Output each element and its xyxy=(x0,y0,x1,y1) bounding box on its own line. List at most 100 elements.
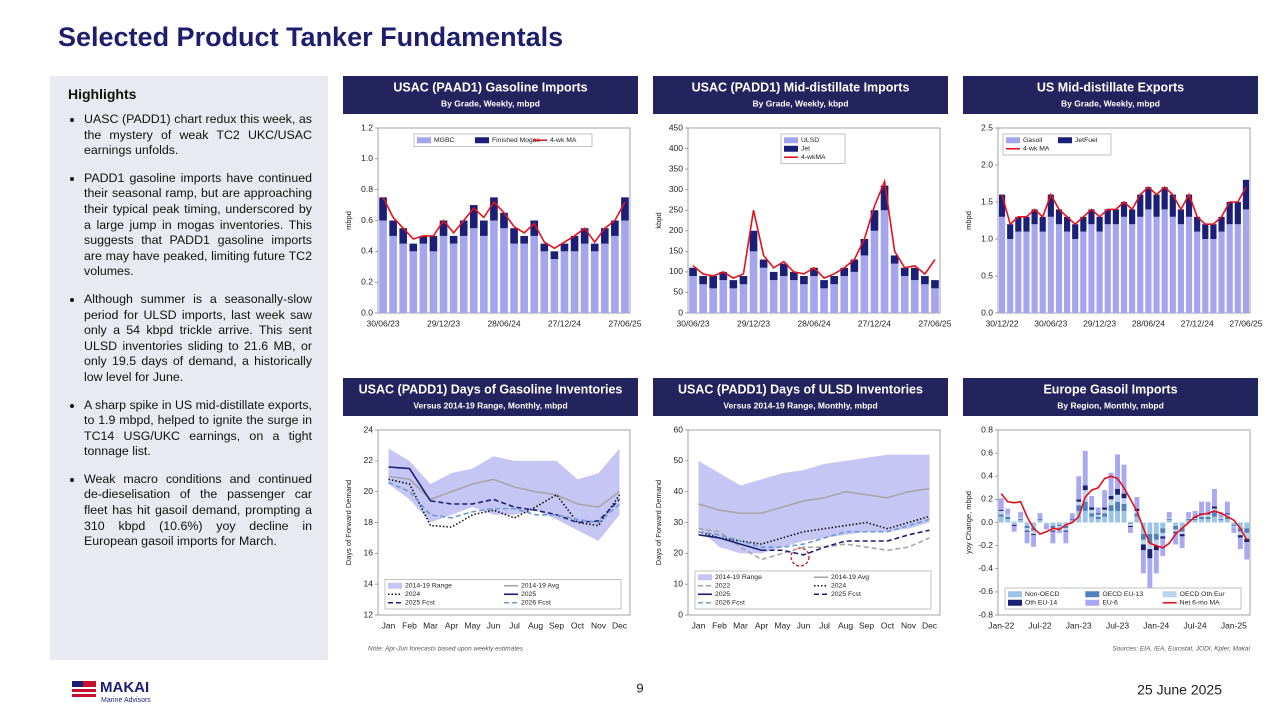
bar xyxy=(510,228,518,244)
bar xyxy=(1244,522,1250,529)
bar xyxy=(1169,216,1176,313)
bar xyxy=(1024,530,1030,532)
bar xyxy=(1080,216,1087,232)
bar xyxy=(749,230,758,252)
bar xyxy=(1166,512,1172,518)
bar xyxy=(1039,216,1046,232)
bar xyxy=(1128,523,1133,526)
line xyxy=(698,527,930,561)
bar xyxy=(1205,501,1211,514)
bar xyxy=(1023,231,1030,313)
bar xyxy=(1088,224,1095,313)
x-tick-label: Jun xyxy=(797,620,811,630)
legend-label: Gasoil xyxy=(1023,137,1043,144)
bar xyxy=(1121,498,1127,504)
legend-label: 2014-19 Range xyxy=(715,574,762,581)
bar xyxy=(560,251,569,313)
bar xyxy=(1205,514,1211,517)
y-tick-label: 1.2 xyxy=(361,122,373,132)
bar xyxy=(850,271,859,313)
bar xyxy=(1082,450,1088,486)
highlights-panel: Highlights UASC (PADD1) chart redux this… xyxy=(50,76,328,660)
highlight-circle xyxy=(790,547,810,567)
bar xyxy=(1226,202,1233,225)
bar xyxy=(1160,536,1166,539)
x-tick-label: 29/12/23 xyxy=(427,318,460,328)
legend-label: 2025 xyxy=(715,591,730,598)
bar xyxy=(1218,216,1225,232)
bar xyxy=(1102,513,1108,517)
bar xyxy=(490,220,498,313)
bar xyxy=(1055,209,1063,225)
bar xyxy=(890,255,899,264)
legend-label: 4-wk MA xyxy=(1023,146,1050,153)
bar xyxy=(409,243,418,252)
line xyxy=(1001,186,1247,226)
bar xyxy=(409,251,418,313)
bar xyxy=(1047,216,1054,313)
bar xyxy=(459,235,468,313)
legend-label: ULSD xyxy=(801,137,819,144)
y-tick-label: 350 xyxy=(669,163,683,173)
y-tick-label: 24 xyxy=(364,424,374,434)
bar xyxy=(1160,528,1166,533)
bar xyxy=(1192,520,1198,523)
y-tick-label: 40 xyxy=(674,486,684,496)
bar xyxy=(1018,519,1024,521)
bar xyxy=(830,276,838,285)
bar xyxy=(1076,499,1082,502)
bar xyxy=(1153,216,1160,313)
bar xyxy=(1011,524,1017,526)
bar xyxy=(1082,510,1088,523)
y-tick-label: 1.0 xyxy=(981,233,993,243)
bar xyxy=(1244,542,1250,560)
y-tick-label: 0.8 xyxy=(981,424,993,434)
bar xyxy=(759,267,768,313)
chart-title: US Mid-distillate Exports xyxy=(1037,80,1184,94)
legend-label: OECD EU-13 xyxy=(1102,591,1143,598)
y-tick-label: 0.2 xyxy=(361,276,373,286)
bar xyxy=(1050,528,1056,531)
bar xyxy=(1015,216,1022,232)
x-tick-label: 30/12/22 xyxy=(986,318,1019,328)
bar xyxy=(1179,528,1185,532)
bar xyxy=(1153,545,1159,551)
bar xyxy=(1231,522,1237,525)
bar xyxy=(810,276,818,313)
bar xyxy=(1024,522,1030,526)
bar xyxy=(1005,519,1011,523)
bar xyxy=(860,255,869,313)
line xyxy=(698,518,930,548)
bar xyxy=(1173,529,1179,532)
bar xyxy=(469,228,478,313)
chart-header xyxy=(653,76,948,114)
bar xyxy=(1063,528,1069,531)
bar xyxy=(1121,464,1127,494)
chart-title: USAC (PAAD1) Gasoline Imports xyxy=(393,80,587,94)
bar xyxy=(1050,531,1056,544)
chart-header xyxy=(343,378,638,416)
bar xyxy=(1076,476,1082,500)
bar xyxy=(419,235,428,244)
legend-label: OECD Oth Eur xyxy=(1180,591,1226,598)
bar xyxy=(699,284,707,313)
bar xyxy=(840,276,849,313)
bar xyxy=(820,280,828,289)
legend: MGBC Finished Mogas 4-wk MA xyxy=(413,133,593,147)
bar xyxy=(870,210,879,231)
line xyxy=(1000,475,1248,549)
x-tick-label: May xyxy=(464,620,481,630)
x-tick-label: May xyxy=(774,620,791,630)
bar xyxy=(921,276,929,285)
bar xyxy=(580,228,589,244)
bar xyxy=(1104,209,1111,225)
bar xyxy=(1185,216,1193,313)
bar xyxy=(1237,528,1243,532)
bar xyxy=(1115,488,1120,495)
bar xyxy=(1095,507,1101,514)
line xyxy=(388,466,432,502)
y-tick-label: 0 xyxy=(678,609,683,619)
bar xyxy=(1064,231,1071,313)
bar xyxy=(759,259,768,268)
x-tick-label: 29/12/23 xyxy=(737,318,770,328)
